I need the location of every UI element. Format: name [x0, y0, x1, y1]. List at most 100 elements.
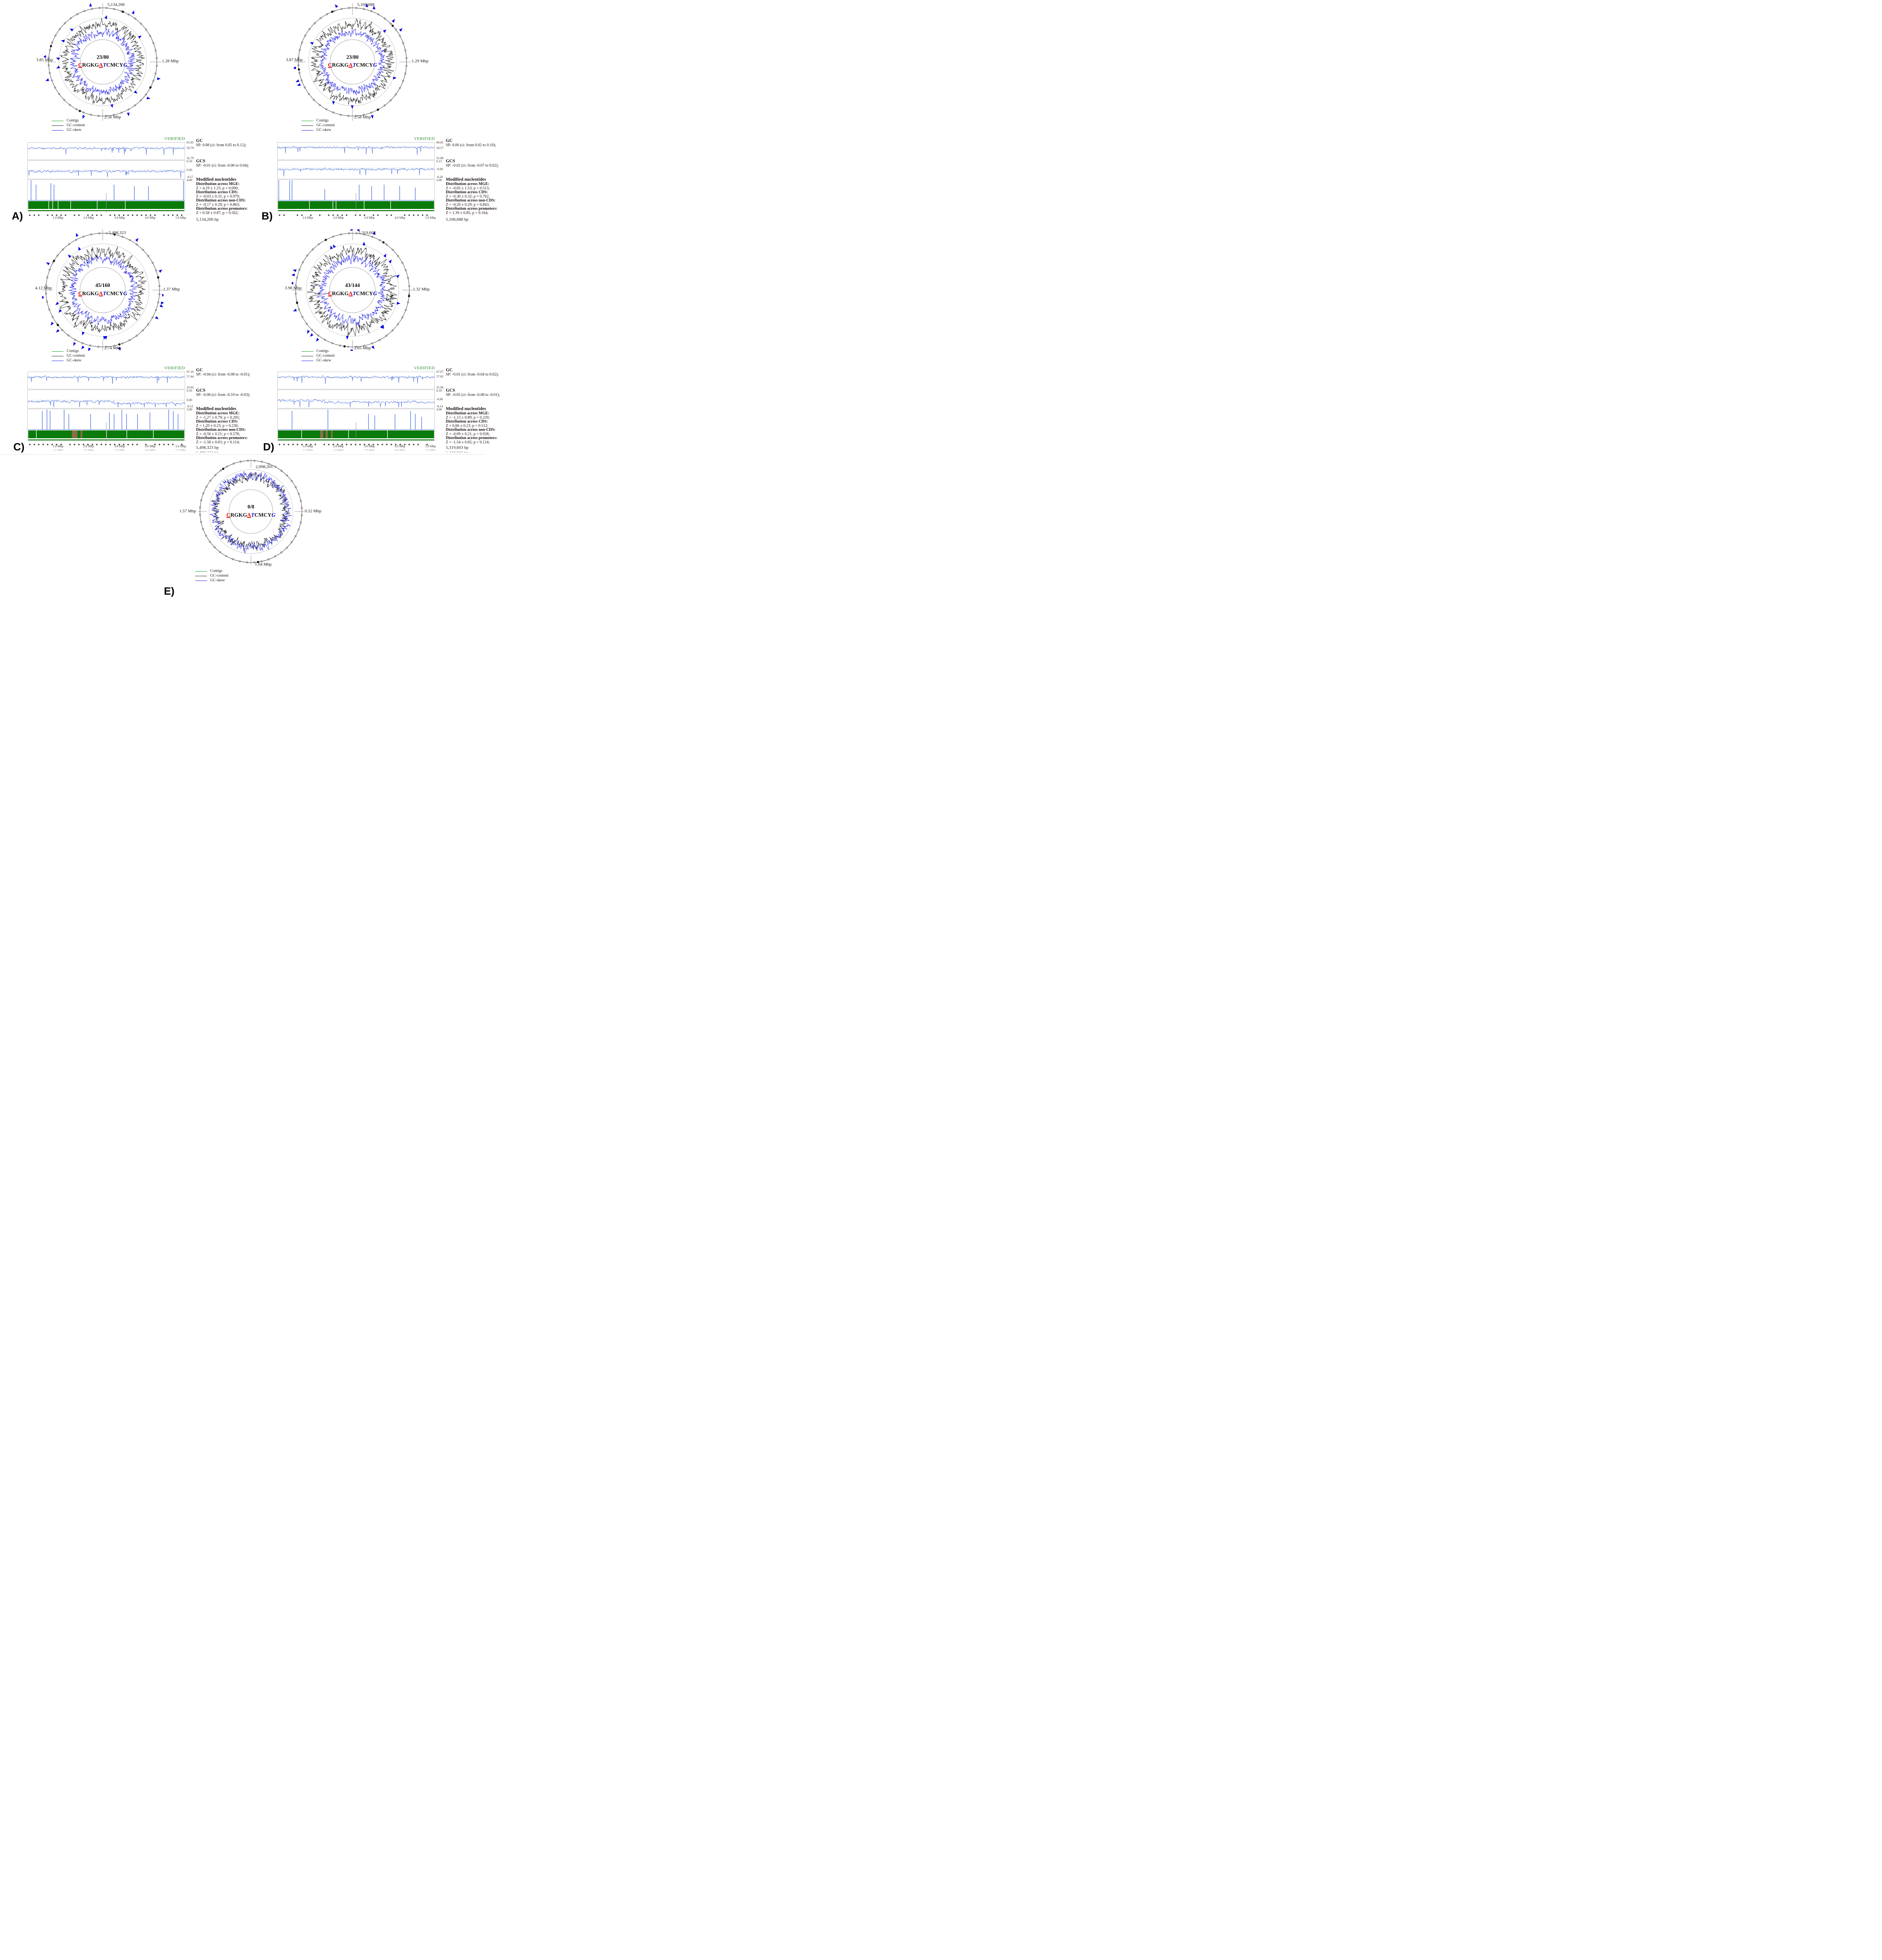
circular-genome-plot: [292, 229, 413, 351]
verified-badge: VERIFIED: [164, 366, 185, 370]
recognition-motif: CRGKGATCMCYG: [313, 291, 392, 297]
motif-part: RGKG: [332, 291, 349, 297]
stat-value: Z = 0.66 ± 0.23; p = 0.512;: [446, 423, 489, 428]
gc-content-line-icon: [52, 125, 64, 126]
position-label-bottom: 1.04 Mbp: [255, 562, 272, 567]
legend-label: GC-skew: [210, 578, 225, 583]
motif-part: RGKG: [82, 291, 99, 297]
x-axis-tick: 2.0 Mbp: [333, 445, 344, 448]
legend-label: Contigs: [67, 349, 79, 353]
gc-stats: GC SP: -0.04 (ci: from -0.08 to -0.01);: [196, 368, 288, 377]
legend-label: GC-skew: [67, 128, 82, 132]
gcs-axis-tick: 0.16: [187, 389, 192, 392]
mod-axis-tick: 4.00: [187, 178, 192, 182]
panel-c: 5,498,323 1.37 Mbp 4.12 Mbp 2.74 Mbp 45/…: [0, 229, 250, 463]
x-axis-tick: 5.0 Mbp: [425, 216, 436, 220]
legend-label: GC-content: [210, 573, 229, 578]
gc-axis-tick: 61.85: [187, 141, 194, 144]
x-axis-tick: 2.0 Mbp: [83, 216, 94, 220]
mouse-cursor: [387, 294, 393, 302]
x-axis-tick: 3.0 Mbp: [364, 445, 375, 448]
motif-part: C: [328, 62, 332, 68]
motif-part: RGKG: [230, 512, 247, 518]
gc-axis-tick: 60.81: [436, 141, 443, 144]
circular-genome-plot: [44, 3, 162, 121]
stat-head: Distribution across promoters:: [196, 436, 248, 440]
motif-part: A: [99, 291, 103, 297]
gcs-axis-tick: -0.12: [187, 405, 193, 408]
position-label-left: 3.98 Mbp: [285, 286, 302, 290]
stat-head: Distribution across CDS:: [196, 190, 238, 194]
stat-value: Z = 0.58 ± 0.87; p = 0.562;: [196, 211, 239, 215]
stat-head: Distribution across non-CDS:: [446, 428, 496, 432]
modified-sites-ratio: 23/80: [96, 54, 109, 60]
x-axis-tick-ghost: 1.0 Mbp: [302, 448, 313, 451]
gcs-title: GCS: [196, 159, 205, 163]
x-axis-tick: 4.0 Mbp: [145, 445, 156, 448]
gcs-axis-tick: 0.00: [187, 168, 192, 172]
motif-part: T: [103, 62, 106, 68]
figure-canvas: 5,134,206 1.28 Mbp 3.85 Mbp 2.56 Mbp 23/…: [0, 0, 502, 600]
motif-part: CMCY: [254, 512, 272, 518]
stat-head: Distribution across promoters:: [446, 207, 498, 211]
motif-part: G: [373, 291, 377, 297]
modified-sites-ratio: 43/144: [345, 282, 360, 288]
motif-part: A: [247, 512, 251, 518]
legend-label: GC-skew: [316, 358, 331, 363]
mod-axis-tick: 4.00: [436, 408, 442, 411]
mod-title: Modified nucleotides: [196, 407, 236, 411]
panel-letter: C): [13, 441, 25, 453]
modified-sites-ratio: 45/160: [95, 282, 110, 288]
position-label-left: 4.12 Mbp: [35, 286, 52, 290]
gcs-sp: SP: -0.06 (ci: from -0.10 to -0.03);: [196, 393, 251, 397]
mod-axis-tick: 3.00: [436, 178, 442, 182]
stat-value: Z = -1.13 ± 0.89; p = 0.259;: [446, 415, 490, 420]
motif-part: CMCY: [106, 291, 124, 297]
legend-label: GC-skew: [316, 128, 331, 132]
legend-label: Contigs: [316, 349, 329, 353]
verified-badge: VERIFIED: [414, 136, 435, 141]
panel-b: 5,168,688 1.29 Mbp 3.87 Mbp 2.58 Mbp 23/…: [250, 0, 502, 229]
panel-a: 5,134,206 1.28 Mbp 3.85 Mbp 2.56 Mbp 23/…: [0, 0, 250, 229]
gcs-axis-tick: -0.14: [436, 405, 443, 408]
motif-part: T: [251, 512, 254, 518]
modified-sites-ratio: 23/80: [346, 54, 359, 60]
stat-head: Distribution across MGE:: [196, 411, 240, 416]
recognition-motif: CRGKGATCMCYG: [64, 62, 142, 69]
gcs-sp: SP: -0.02 (ci: from -0.07 to 0.02);: [446, 163, 499, 168]
position-label-bottom: 2.65 Mbp: [354, 346, 371, 350]
position-label-bottom: 2.58 Mbp: [354, 115, 371, 120]
gc-skew-line-icon: [52, 130, 64, 131]
gc-sp: SP: 0.08 (ci: from 0.05 to 0.12);: [196, 143, 247, 147]
gc-stats: GC SP: -0.01 (ci: from -0.04 to 0.02);: [446, 368, 502, 377]
position-label-left: 3.85 Mbp: [36, 58, 53, 62]
legend-label: Contigs: [316, 118, 329, 123]
position-label-right: 0.52 Mbp: [305, 509, 322, 514]
legend-label: GC-content: [316, 354, 335, 358]
position-label-right: 1.29 Mbp: [412, 59, 429, 64]
stat-value: Z = 1.20 ± 0.23; p = 0.230;: [196, 423, 239, 428]
gcs-axis-tick: -0.20: [436, 175, 443, 179]
motif-part: G: [271, 512, 276, 518]
stat-value: Z = -0.03 ± 0.31; p = 0.979;: [196, 194, 240, 199]
x-axis-tick: 1.0 Mbp: [302, 445, 313, 448]
divider-line: [250, 454, 485, 455]
stat-value: Z = -0.20 ± 0.29; p = 0.843;: [446, 202, 490, 207]
gcs-axis-tick: -0.17: [187, 175, 193, 179]
stat-value: Z = -1.58 ± 0.63; p = 0.114;: [196, 440, 240, 445]
stat-value: Z = 1.39 ± 0.85; p = 0.164;: [446, 211, 489, 215]
mod-stats: Modified nucleotides Distribution across…: [446, 407, 502, 445]
gc-axis-tick: 33.92: [187, 386, 194, 389]
motif-part: C: [78, 62, 82, 68]
divider-line: [0, 454, 250, 455]
x-axis-tick-ghost: 3.0 Mbp: [114, 448, 125, 451]
panel-letter: E): [164, 585, 174, 597]
x-axis-tick-ghost: 5.0 Mbp: [175, 448, 186, 451]
contigs-line-icon: [302, 351, 313, 352]
gc-axis-tick: 31.98: [436, 156, 443, 160]
stat-head: Distribution across non-CDS:: [196, 428, 246, 432]
gc-sp: SP: 0.06 (ci: from 0.02 to 0.10);: [446, 143, 496, 147]
gc-axis-tick: 57.44: [187, 375, 194, 378]
x-axis-tick-ghost: 4.0 Mbp: [145, 448, 156, 451]
gc-skew-line-icon: [302, 130, 313, 131]
